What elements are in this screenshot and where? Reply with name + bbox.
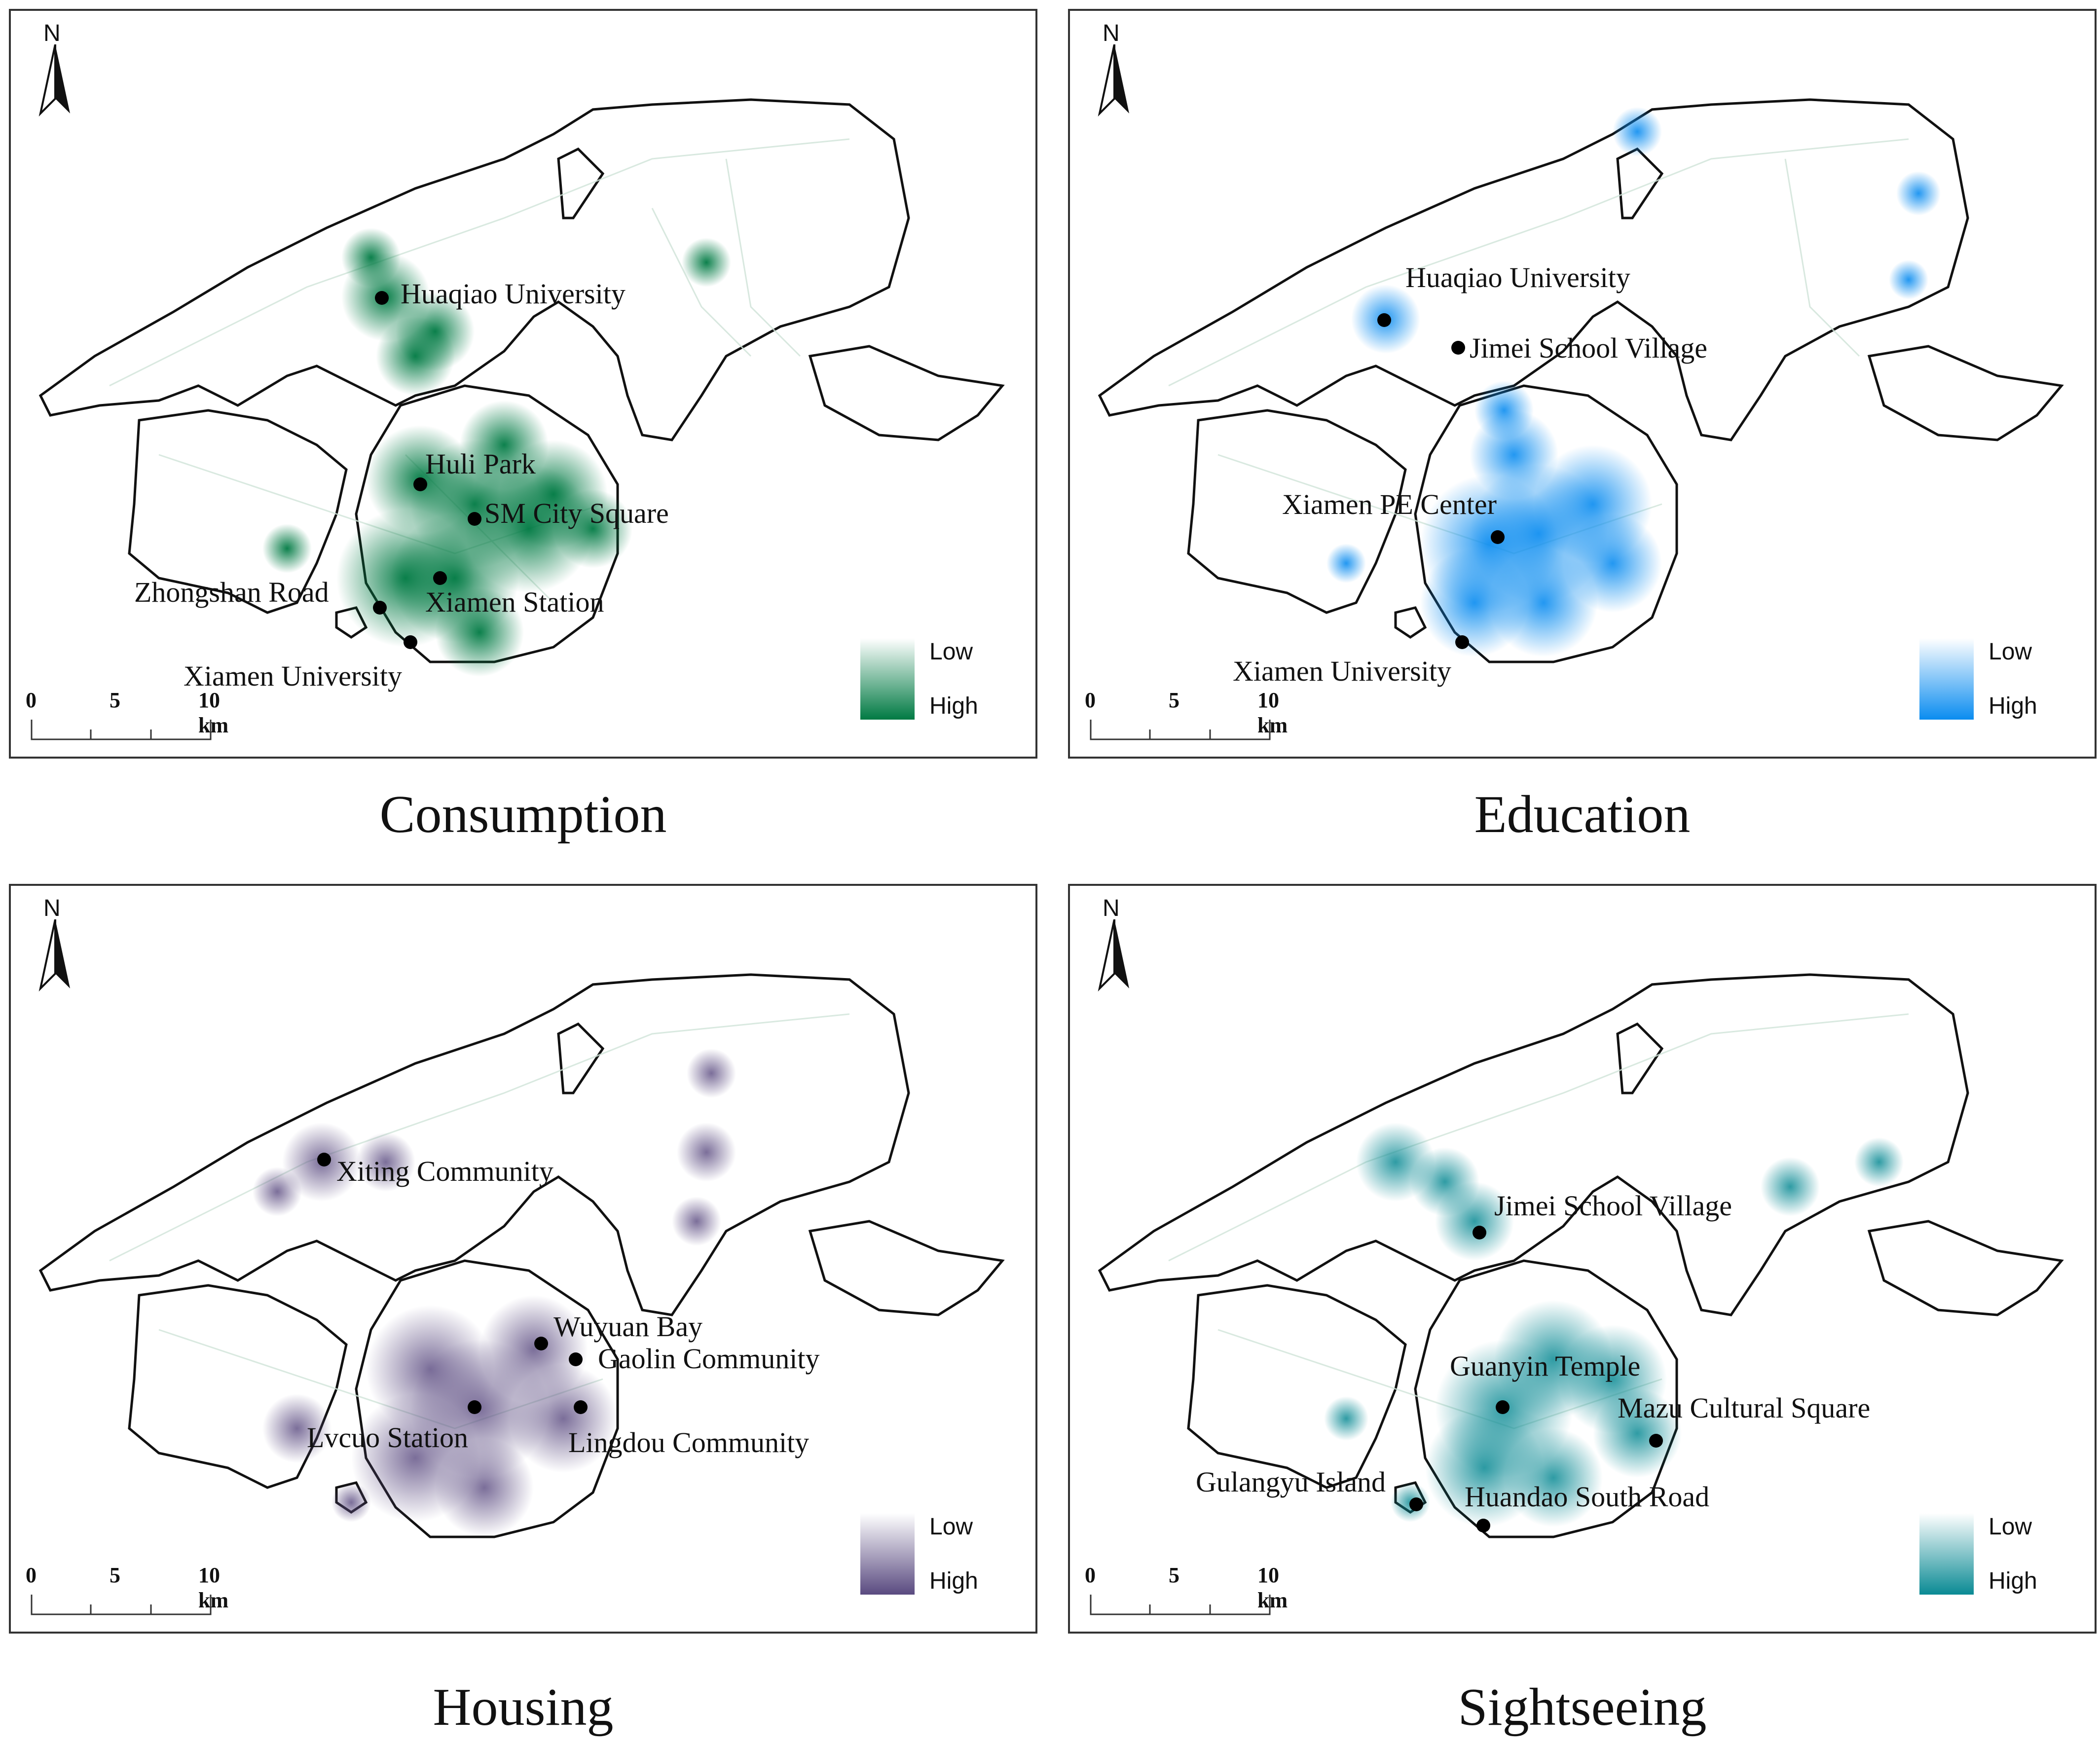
scale-tick-10: 10 km	[1257, 688, 1288, 737]
north-letter: N	[1103, 20, 1120, 46]
scale-tick-0: 0	[26, 1563, 37, 1587]
north-arrow: N	[1095, 20, 1134, 118]
scale-bar: 0 5 10 km	[26, 1563, 228, 1622]
north-arrow: N	[1095, 895, 1134, 993]
panel-caption: Housing	[433, 1678, 614, 1737]
scale-line	[1090, 720, 1271, 740]
north-letter: N	[43, 895, 61, 921]
poi-markers	[373, 291, 481, 649]
legend-gradient	[1919, 638, 1974, 720]
heatmap-education	[1098, 98, 2064, 663]
legend-gradient	[1919, 1513, 1974, 1595]
north-arrow-icon	[38, 44, 70, 117]
map-panel-education: N Huaqiao University Jimei School Villag…	[1068, 9, 2097, 759]
poi-label: Zhongshan Road	[134, 576, 329, 608]
density-hotspots	[253, 1049, 736, 1537]
scale-bar: 0 5 10 km	[26, 688, 228, 747]
legend-gradient	[860, 638, 915, 720]
panel-caption: Consumption	[379, 785, 667, 844]
poi-label: Xiamen PE Center	[1282, 488, 1497, 520]
poi-label: Huli Park	[425, 448, 536, 480]
poi-label: Huaqiao University	[401, 278, 626, 310]
poi-markers	[1409, 1226, 1663, 1532]
scale-bar: 0 5 10 km	[1085, 1563, 1288, 1622]
scale-line	[31, 1595, 212, 1615]
scale-tick-0: 0	[1085, 688, 1096, 712]
panel-caption: Sightseeing	[1458, 1678, 1707, 1737]
poi-label: Wuyuan Bay	[553, 1311, 703, 1343]
heatmap-consumption	[38, 98, 1005, 677]
legend: Low High	[860, 1513, 989, 1597]
legend-high-label: High	[1989, 693, 2037, 719]
legend-high-label: High	[929, 1568, 978, 1594]
scale-tick-5: 5	[110, 1563, 120, 1587]
scale-tick-5: 5	[1169, 688, 1179, 712]
scale-line	[31, 720, 212, 740]
north-letter: N	[43, 20, 61, 46]
poi-label: Huaqiao University	[1405, 261, 1630, 293]
map-panel-consumption: N Huaqiao University Huli Park SM City S…	[9, 9, 1037, 759]
map-panel-housing: N Xiting Community Wuyuan Bay Gaolin Com…	[9, 884, 1037, 1634]
poi-label: Xiamen University	[184, 660, 402, 692]
north-letter: N	[1103, 895, 1120, 921]
legend-high-label: High	[929, 693, 978, 719]
legend: Low High	[1919, 638, 2048, 722]
poi-markers	[317, 1153, 588, 1414]
poi-label: Lingdou Community	[568, 1426, 810, 1458]
density-hotspots	[1326, 107, 1941, 657]
scale-tick-0: 0	[1085, 1563, 1096, 1587]
poi-label: Gulangyu Island	[1196, 1466, 1386, 1498]
scale-tick-10: 10 km	[198, 688, 229, 737]
scale-tick-10: 10 km	[1257, 1563, 1288, 1612]
north-arrow-icon	[1098, 919, 1129, 992]
poi-label: Xiamen Station	[425, 586, 604, 618]
legend-low-label: Low	[1989, 1514, 2032, 1540]
legend-low-label: Low	[1989, 639, 2032, 665]
poi-markers	[1377, 313, 1505, 649]
legend: Low High	[1919, 1513, 2048, 1597]
poi-label: Jimei School Village	[1470, 332, 1707, 364]
poi-label: Gaolin Community	[598, 1343, 820, 1375]
poi-label: Mazu Cultural Square	[1618, 1392, 1871, 1424]
scale-bar: 0 5 10 km	[1085, 688, 1288, 747]
poi-label: Xiamen University	[1233, 655, 1451, 687]
legend: Low High	[860, 638, 989, 722]
map-panel-sightseeing: N Jimei School Village Guanyin Temple Ma…	[1068, 884, 2097, 1634]
legend-high-label: High	[1989, 1568, 2037, 1594]
north-arrow-icon	[38, 919, 70, 992]
poi-label: Xiting Community	[336, 1155, 553, 1187]
poi-label: Huandao South Road	[1465, 1481, 1710, 1513]
scale-tick-5: 5	[1169, 1563, 1179, 1587]
north-arrow: N	[36, 895, 75, 993]
poi-label: Guanyin Temple	[1450, 1350, 1641, 1382]
poi-label: Jimei School Village	[1494, 1190, 1732, 1222]
scale-tick-0: 0	[26, 688, 37, 712]
scale-tick-10: 10 km	[198, 1563, 229, 1612]
heatmap-sightseeing	[1098, 973, 2064, 1538]
scale-tick-5: 5	[110, 688, 120, 712]
poi-label: Lvcuo Station	[307, 1421, 469, 1454]
legend-low-label: Low	[929, 639, 973, 665]
legend-gradient	[860, 1513, 915, 1595]
north-arrow-icon	[1098, 44, 1129, 117]
poi-label: SM City Square	[484, 497, 669, 529]
panel-caption: Education	[1474, 785, 1691, 844]
scale-line	[1090, 1595, 1271, 1615]
legend-low-label: Low	[929, 1514, 973, 1540]
heatmap-housing	[38, 973, 1005, 1538]
north-arrow: N	[36, 20, 75, 118]
